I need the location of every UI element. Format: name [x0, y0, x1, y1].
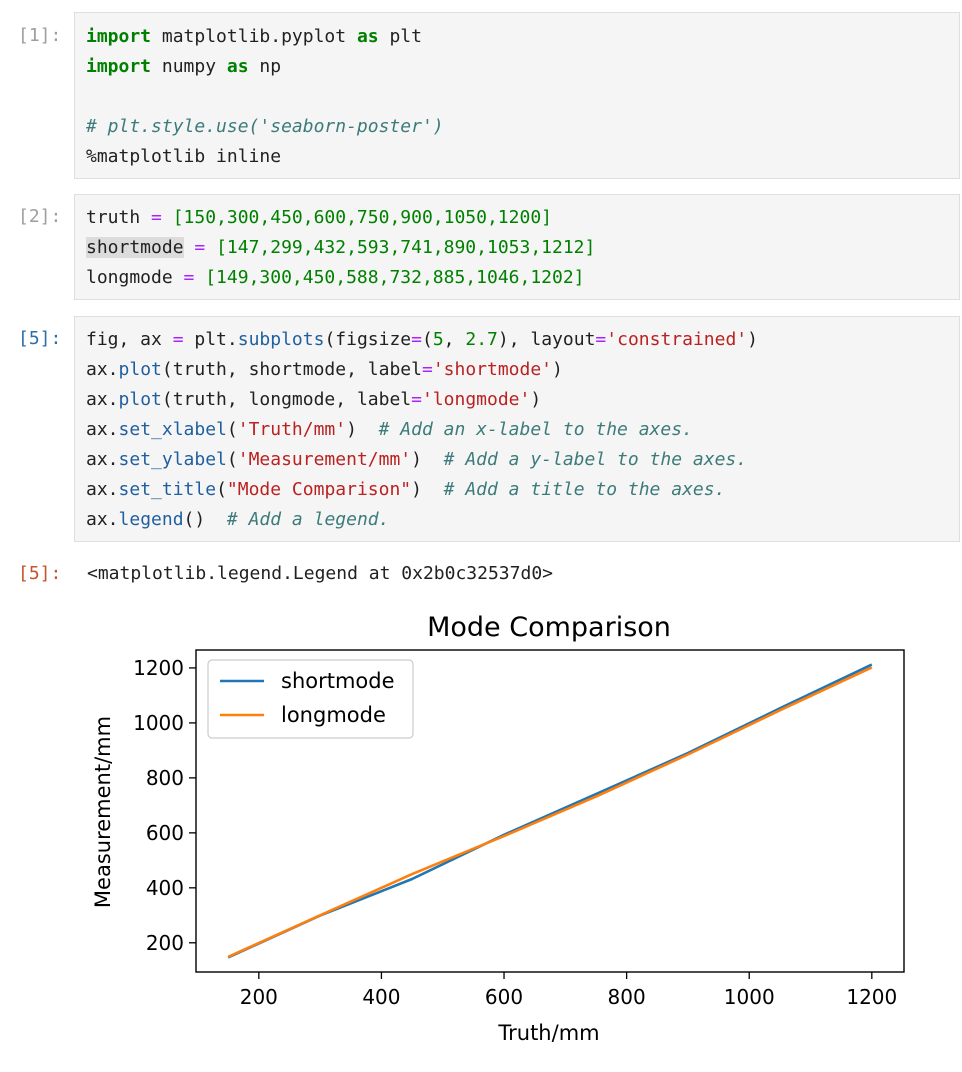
y-tick-label: 600 — [146, 821, 184, 845]
code-editor[interactable]: import matplotlib.pyplot as plt import n… — [74, 12, 960, 179]
cell-prompt: [5]: — [18, 328, 62, 349]
y-axis-label: Measurement/mm — [91, 716, 115, 908]
legend-box — [207, 659, 414, 739]
code-line: %matplotlib inline — [86, 146, 282, 167]
code-line: import matplotlib.pyplot as plt — [86, 26, 422, 47]
code-line: import numpy as np — [86, 56, 282, 77]
legend-label-longmode: longmode — [281, 703, 386, 727]
code-line: ax.set_ylabel('Measurement/mm') # Add a … — [86, 449, 748, 470]
code-editor[interactable]: fig, ax = plt.subplots(figsize=(5, 2.7),… — [74, 316, 960, 542]
code-cell-1[interactable]: [1]: import matplotlib.pyplot as plt imp… — [0, 12, 962, 180]
code-line: shortmode = [147,299,432,593,741,890,105… — [86, 237, 596, 258]
x-tick-label: 400 — [362, 985, 400, 1009]
code-editor[interactable]: truth = [150,300,450,600,750,900,1050,12… — [74, 194, 960, 300]
x-tick-label: 200 — [240, 985, 278, 1009]
x-tick-label: 1000 — [724, 985, 775, 1009]
code-line: truth = [150,300,450,600,750,900,1050,12… — [86, 207, 552, 228]
code-line: ax.legend() # Add a legend. — [86, 509, 390, 530]
x-tick-label: 1200 — [846, 985, 897, 1009]
output-prompt: [5]: — [18, 563, 62, 584]
x-axis-label: Truth/mm — [497, 1021, 599, 1045]
axes-frame — [195, 649, 905, 973]
cell-prompt: [2]: — [18, 206, 62, 227]
code-line: ax.plot(truth, shortmode, label='shortmo… — [86, 359, 563, 380]
x-tick-label: 800 — [608, 985, 646, 1009]
code-line: fig, ax = plt.subplots(figsize=(5, 2.7),… — [86, 329, 758, 350]
chart-title: Mode Comparison — [427, 612, 671, 643]
y-tick-label: 400 — [146, 876, 184, 900]
cell-prompt: [1]: — [18, 25, 62, 46]
code-line: ax.plot(truth, longmode, label='longmode… — [86, 389, 542, 410]
y-tick-label: 800 — [146, 766, 184, 790]
code-line: # plt.style.use('seaborn-poster') — [86, 116, 444, 137]
output-text: <matplotlib.legend.Legend at 0x2b0c32537… — [87, 563, 553, 584]
code-line: ax.set_title("Mode Comparison") # Add a … — [86, 479, 726, 500]
plot-area: 200 400 600 800 1000 1200 200 400 600 800 1000 1200… — [133, 649, 905, 1009]
series-line-longmode — [227, 666, 873, 958]
output-cell: [5]: <matplotlib.legend.Legend at 0x2b0c… — [0, 558, 962, 1068]
y-tick-label: 200 — [146, 931, 184, 955]
legend-label-shortmode: shortmode — [281, 669, 395, 693]
code-cell-3[interactable]: [5]: fig, ax = plt.subplots(figsize=(5, … — [0, 316, 962, 542]
mode-comparison-chart: Mode Comparison 200 400 600 800 1000 1200 200 4… — [91, 612, 905, 1045]
code-cell-2[interactable]: [2]: truth = [150,300,450,600,750,900,10… — [0, 194, 962, 300]
code-line: longmode = [149,300,450,588,732,885,1046… — [86, 267, 585, 288]
x-tick-label: 600 — [485, 985, 523, 1009]
y-tick-label: 1000 — [133, 711, 184, 735]
code-line: ax.set_xlabel('Truth/mm') # Add an x-lab… — [86, 419, 693, 440]
y-tick-label: 1200 — [133, 656, 184, 680]
